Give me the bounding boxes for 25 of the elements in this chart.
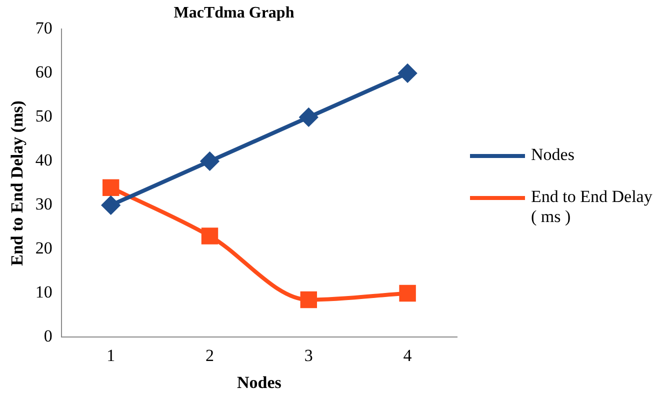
point: [300, 108, 318, 126]
x-tick-label: 4: [403, 346, 412, 365]
x-tick-label: 3: [304, 346, 313, 365]
y-tick-label: 0: [44, 326, 52, 346]
y-tick-label: 10: [35, 282, 52, 302]
x-tick-label: 2: [206, 346, 214, 365]
chart-title: MacTdma Graph: [174, 4, 294, 22]
y-tick-label: 60: [35, 62, 52, 82]
point: [102, 179, 120, 196]
y-tick-label: 30: [35, 194, 52, 214]
y-axis-title: End to End Delay (ms): [8, 100, 27, 266]
y-tick-label: 70: [35, 18, 52, 38]
point: [399, 284, 416, 302]
point: [300, 291, 318, 308]
point: [398, 64, 417, 82]
y-tick-label: 50: [35, 106, 52, 126]
point: [102, 196, 120, 214]
point: [200, 152, 219, 170]
legend-label: Nodes: [531, 145, 574, 165]
y-tick-label: 40: [35, 150, 52, 170]
x-tick-label: 1: [106, 346, 116, 365]
y-tick-label: 20: [35, 238, 52, 258]
x-axis-title: Nodes: [236, 373, 282, 392]
legend-label: End to End Delay ( ms ): [531, 187, 654, 227]
point: [201, 228, 218, 244]
